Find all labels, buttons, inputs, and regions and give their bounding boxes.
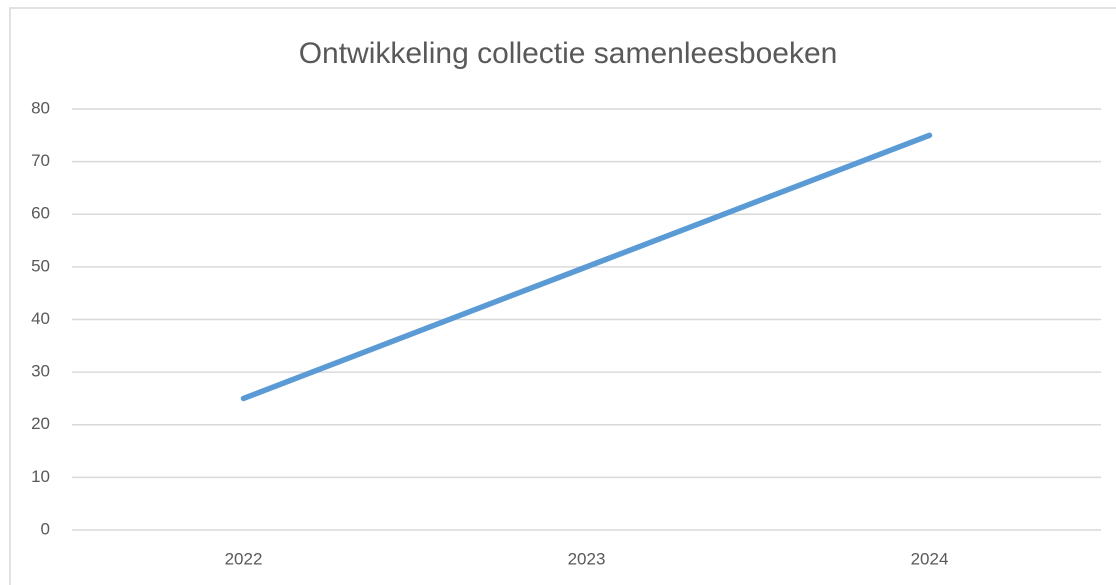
- y-tick-label: 80: [31, 98, 50, 117]
- x-tick-label: 2022: [225, 549, 263, 568]
- y-tick-label: 0: [41, 519, 50, 538]
- x-tick-label: 2023: [568, 549, 606, 568]
- data-line: [240, 132, 933, 402]
- chart-frame: [9, 7, 1116, 585]
- y-tick-label: 20: [31, 414, 50, 433]
- chart-title: Ontwikkeling collectie samenleesboeken: [299, 37, 838, 70]
- y-tick-label: 30: [31, 362, 50, 381]
- y-tick-label: 50: [31, 256, 50, 275]
- y-tick-label: 10: [31, 467, 50, 486]
- x-tick-label: 2024: [911, 549, 949, 568]
- y-tick-label: 60: [31, 204, 50, 223]
- y-tick-label: 40: [31, 309, 50, 328]
- y-tick-label: 70: [31, 151, 50, 170]
